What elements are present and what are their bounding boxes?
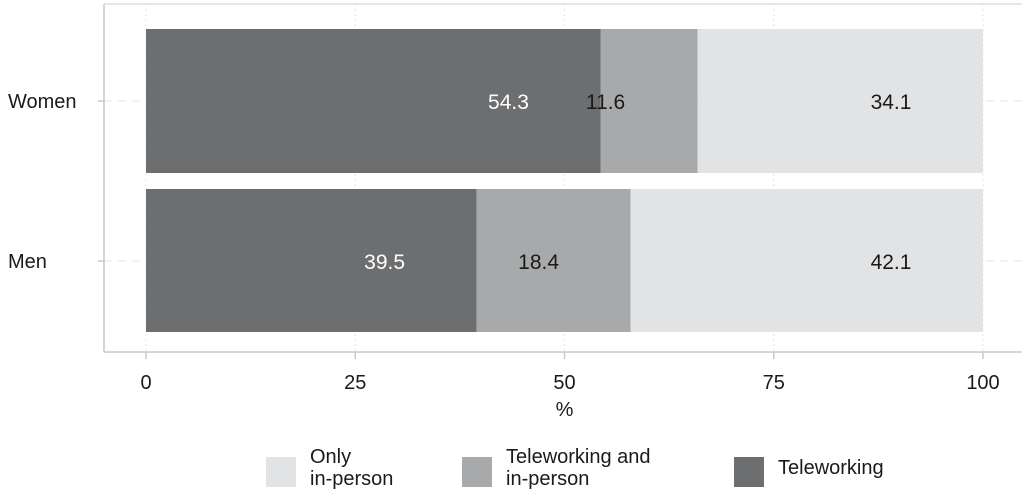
legend-label-teleworking: Teleworking: [778, 457, 884, 479]
data-label-men-teleworking-and-in-person: 18.4: [518, 251, 559, 274]
legend: Only in-person Teleworking and in-person…: [0, 440, 1022, 496]
data-labels: 54.3 11.6 34.1 39.5 18.4 42.1: [364, 91, 911, 274]
y-tick-label-women: Women: [8, 91, 77, 113]
bar-men-only-in-person: [630, 189, 983, 332]
data-label-men-teleworking: 39.5: [364, 251, 405, 274]
x-tick-label-0: 0: [140, 372, 151, 394]
x-tick-label-100: 100: [966, 372, 999, 394]
x-tick-label-75: 75: [763, 372, 785, 394]
bar-men-teleworking-and-in-person: [476, 189, 631, 332]
legend-item-teleworking: Teleworking: [734, 440, 884, 496]
bars: [146, 29, 983, 332]
legend-label-only-in-person: Only in-person: [310, 446, 394, 490]
chart: 54.3 11.6 34.1 39.5 18.4 42.1 Women Men 0 25 50 75…: [8, 3, 1022, 421]
legend-swatch-teleworking-and-in-person: [462, 457, 492, 487]
bar-women-teleworking: [146, 29, 601, 173]
data-label-women-teleworking: 54.3: [488, 91, 529, 114]
legend-swatch-only-in-person: [266, 457, 296, 487]
axes: Women Men 0 25 50 75 100%: [8, 3, 1022, 421]
data-label-women-teleworking-and-in-person: 11.6: [586, 91, 625, 114]
y-tick-label-men: Men: [8, 251, 47, 273]
bar-women-only-in-person: [697, 29, 983, 173]
legend-label-teleworking-and-in-person: Teleworking and in-person: [506, 446, 651, 490]
bar-women-teleworking-and-in-person: [600, 29, 698, 173]
legend-item-only-in-person: Only in-person: [266, 440, 393, 496]
legend-item-teleworking-and-in-person: Teleworking and in-person: [462, 440, 651, 496]
bar-men-teleworking: [146, 189, 477, 332]
x-axis-label: %: [556, 399, 574, 421]
x-tick-label-25: 25: [344, 372, 366, 394]
data-label-women-only-in-person: 34.1: [871, 91, 912, 114]
data-label-men-only-in-person: 42.1: [871, 251, 912, 274]
x-tick-label-50: 50: [553, 372, 575, 394]
legend-swatch-teleworking: [734, 457, 764, 487]
